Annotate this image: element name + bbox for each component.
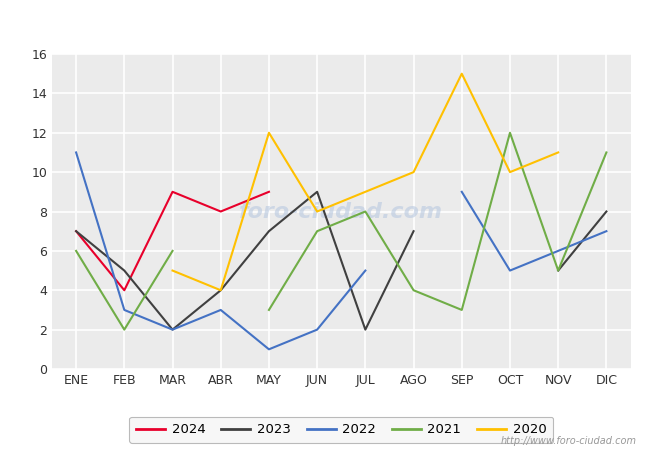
Legend: 2024, 2023, 2022, 2021, 2020: 2024, 2023, 2022, 2021, 2020 xyxy=(129,417,553,443)
Text: foro-ciudad.com: foro-ciudad.com xyxy=(239,202,443,221)
Text: http://www.foro-ciudad.com: http://www.foro-ciudad.com xyxy=(501,436,637,446)
Text: Matriculaciones de Vehiculos en Dalías: Matriculaciones de Vehiculos en Dalías xyxy=(176,9,474,24)
